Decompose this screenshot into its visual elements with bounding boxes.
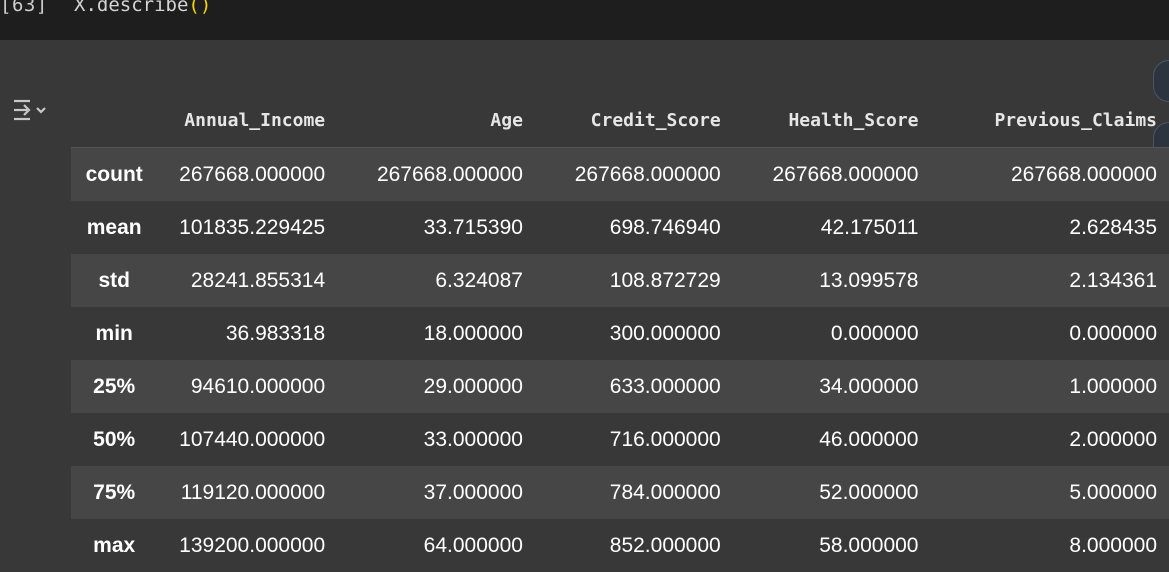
table-cell: 300.000000 [535,307,733,360]
table-cell: 107440.000000 [157,413,337,466]
code-parens: () [188,0,211,16]
table-cell: 108.872729 [535,254,733,307]
table-cell: 33.000000 [337,413,535,466]
table-cell: 852.000000 [535,519,733,572]
row-label: std [71,254,157,307]
table-header-row: Annual_Income Age Credit_Score Health_Sc… [71,94,1169,148]
table-cell: 28241.855314 [157,254,337,307]
execution-count: [63] [0,0,48,16]
table-cell: 119120.000000 [157,466,337,519]
column-header: Age [337,94,535,148]
table-cell: 0.000000 [733,307,931,360]
table-cell: 267668.000000 [931,148,1169,202]
table-cell: 101835.229425 [157,201,337,254]
table-cell: 13.099578 [733,254,931,307]
table-cell: 52.000000 [733,466,931,519]
table-cell: 633.000000 [535,360,733,413]
column-header: Health_Score [733,94,931,148]
row-label: max [71,519,157,572]
table-cell: 36.983318 [157,307,337,360]
cell-output: Annual_Income Age Credit_Score Health_Sc… [0,40,1169,533]
table-cell: 784.000000 [535,466,733,519]
row-label: mean [71,201,157,254]
table-cell: 29.000000 [337,360,535,413]
row-label: count [71,148,157,202]
row-label: 25% [71,360,157,413]
table-cell: 698.746940 [535,201,733,254]
table-cell: 5.000000 [931,466,1169,519]
table-cell: 6.324087 [337,254,535,307]
table-cell: 18.000000 [337,307,535,360]
table-cell: 267668.000000 [337,148,535,202]
table-cell: 267668.000000 [157,148,337,202]
table-cell: 42.175011 [733,201,931,254]
table-cell: 64.000000 [337,519,535,572]
table-cell: 716.000000 [535,413,733,466]
table-cell: 2.628435 [931,201,1169,254]
describe-table: Annual_Income Age Credit_Score Health_Sc… [71,94,1169,572]
column-header: Credit_Score [535,94,733,148]
table-cell: 1.000000 [931,360,1169,413]
table-cell: 34.000000 [733,360,931,413]
table-cell: 37.000000 [337,466,535,519]
output-toggle-icon[interactable] [12,96,48,126]
code-cell[interactable]: [63] X.describe() [0,0,1169,40]
row-label: 75% [71,466,157,519]
code-editor[interactable]: X.describe() [74,0,211,16]
table-cell: 139200.000000 [157,519,337,572]
table-cell: 0.000000 [931,307,1169,360]
column-header: Annual_Income [157,94,337,148]
table-cell: 8.000000 [931,519,1169,572]
table-cell: 267668.000000 [733,148,931,202]
code-text: X.describe [74,0,188,16]
table-cell: 2.134361 [931,254,1169,307]
table-cell: 2.000000 [931,413,1169,466]
row-label: 50% [71,413,157,466]
table-cell: 46.000000 [733,413,931,466]
table-cell: 267668.000000 [535,148,733,202]
table-cell: 94610.000000 [157,360,337,413]
column-header: Previous_Claims [931,94,1169,148]
table-cell: 58.000000 [733,519,931,572]
table-corner [71,94,157,148]
row-label: min [71,307,157,360]
table-cell: 33.715390 [337,201,535,254]
